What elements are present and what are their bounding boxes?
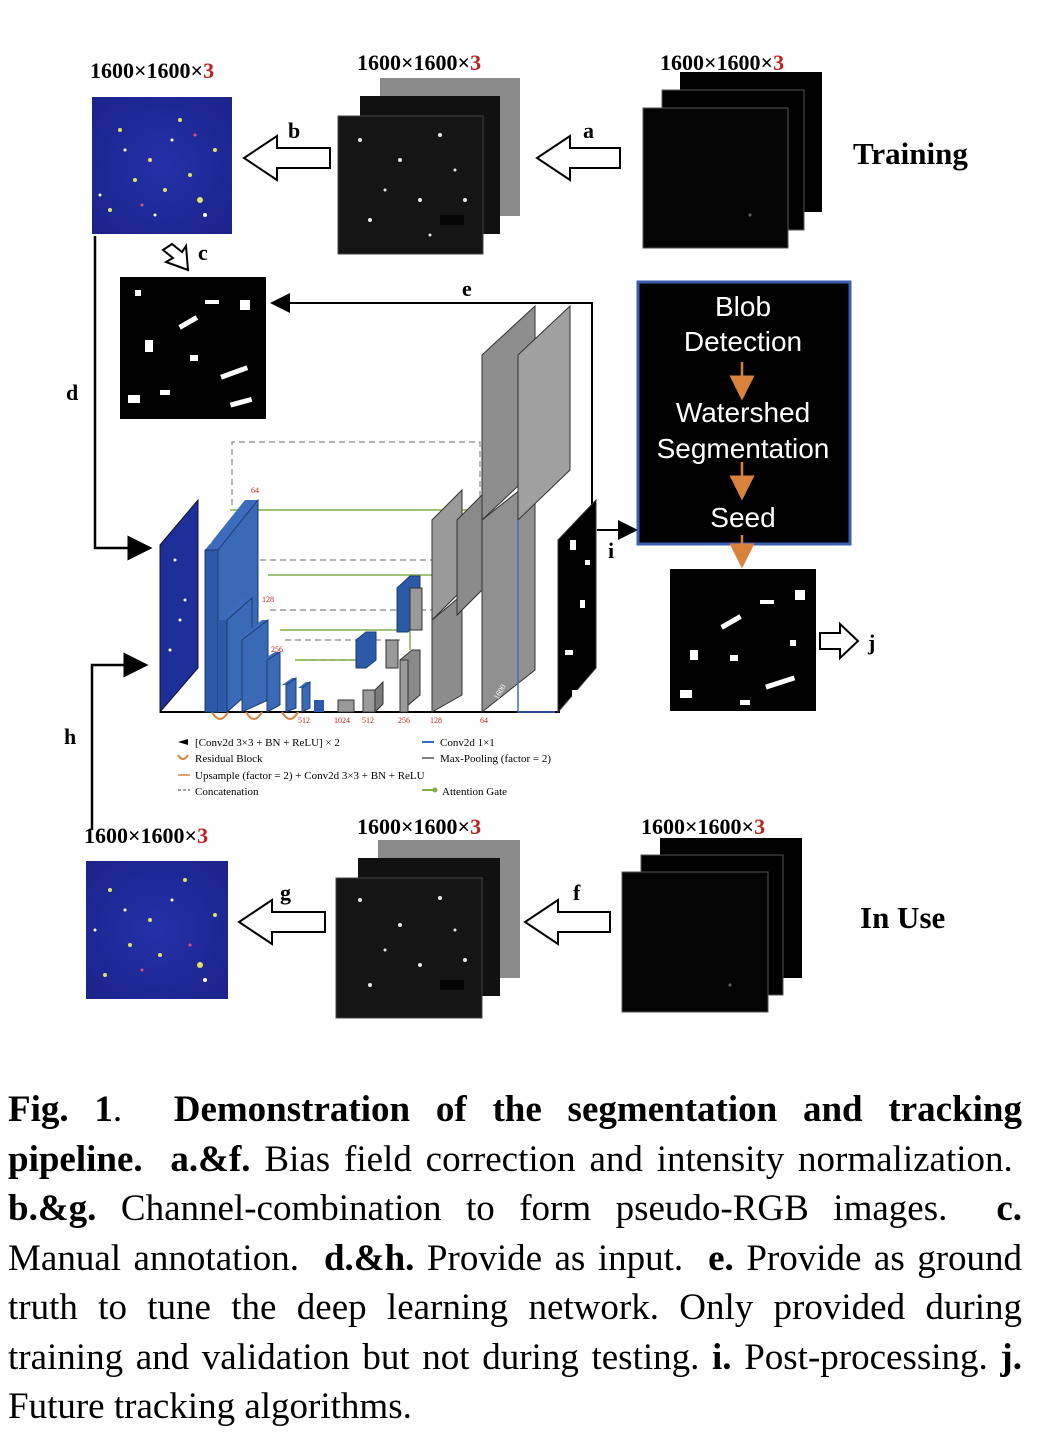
postproc-watershed: Watershed [675,397,811,428]
letter-g: g [280,880,291,905]
postproc-seed: Seed [710,502,776,533]
legend-conv1: Conv2d 1×1 [440,737,495,749]
dim-training-normalized: 1600×1600×3 [357,50,482,75]
postproc-segmentation: Segmentation [656,433,830,464]
postproc-detection: Detection [683,326,803,357]
caption-dh-text: Provide as input. [426,1237,684,1279]
caption-i-label: i. [712,1336,732,1378]
legend-residual: Residual Block [195,753,263,765]
letter-b: b [288,118,301,143]
dim-inuse-normalized: 1600×1600×3 [357,814,482,839]
unet-labels: 64 128 256 512 1024 512 256 128 64 [251,486,488,725]
unet-b512: 512 [362,716,374,725]
caption-c-label: c. [996,1188,1022,1229]
caption-dh-label: d.&h. [323,1237,415,1279]
training-normalized-stack [337,78,520,255]
dim-inuse-rgb: 1600×1600×3 [84,823,209,848]
arrow-h-line [90,652,149,830]
unet-legend: [Conv2d 3×3 + BN + ReLU] × 2 Residual Bl… [177,737,551,798]
unet-n512a: 512 [298,716,310,725]
unet-architecture [159,304,597,720]
caption-bg-text: Channel-combination to form pseudo-RGB i… [120,1188,948,1229]
caption-c-text: Manual annotation. [8,1237,299,1279]
postprocessing-box [636,280,852,569]
letter-i: i [608,538,615,563]
arrow-b-hollow [242,134,331,182]
pipeline-figure: 64 128 256 512 1024 512 256 128 64 1600 … [64,50,968,1019]
legend-concat: Concatenation [195,786,259,798]
unet-b256: 256 [398,716,410,725]
arrow-c-hollow [161,242,190,272]
inuse-raw-stack [621,838,802,1013]
letter-e: e [462,276,472,301]
label-in-use: In Use [860,900,946,935]
arrow-e-line [270,293,593,515]
legend-maxpool: Max-Pooling (factor = 2) [440,753,551,765]
unet-b64: 64 [480,716,488,725]
arrow-g-hollow [237,898,326,946]
arrow-d-line [93,236,153,561]
letter-j: j [868,630,876,655]
dim-inuse-raw: 1600×1600×3 [641,814,766,839]
caption-fig-label: Fig. 1 [8,1089,113,1130]
unet-n128: 128 [262,595,274,604]
unet-n256: 256 [271,645,283,654]
unet-b128: 128 [430,716,442,725]
dim-training-raw: 1600×1600×3 [660,50,785,75]
training-rgb-image [92,97,232,234]
caption-e-text: Provide as ground truth to tune the deep… [8,1237,1023,1378]
caption-title: Demonstration of the segmentation and tr… [8,1089,1022,1180]
inuse-rgb-image [86,861,228,999]
label-training: Training [853,136,968,171]
unet-n64: 64 [251,486,259,495]
unet-b1024: 1024 [334,716,350,725]
caption-i-text: Post-processing. [744,1336,988,1378]
segmentation-result-image [670,569,816,711]
letter-d: d [66,380,79,405]
pipeline-diagram: 64 128 256 512 1024 512 256 128 64 1600 … [86,72,860,1019]
letter-a: a [583,118,594,143]
caption-af-label: a.&f. [170,1138,251,1180]
caption-j-text: Future tracking algorithms. [8,1386,412,1427]
caption-e-label: e. [708,1237,734,1279]
letter-f: f [573,880,581,905]
training-raw-stack [642,72,822,249]
arrow-j-hollow [819,621,860,661]
figure-caption: Fig. 1. Demonstration of the segmentatio… [8,1089,1023,1427]
caption-af-text: Bias field correction and intensity norm… [264,1138,1013,1180]
inuse-normalized-stack [335,840,520,1019]
legend-attention: Attention Gate [442,786,507,798]
caption-bg-label: b.&g. [8,1188,97,1229]
annotation-mask-image [120,277,266,419]
caption-j-label: j. [1000,1336,1022,1378]
legend-conv: [Conv2d 3×3 + BN + ReLU] × 2 [195,737,340,749]
dim-training-rgb: 1600×1600×3 [90,58,215,83]
legend-upsample: Upsample (factor = 2) + Conv2d 3×3 + BN … [195,770,425,782]
arrow-f-hollow [523,898,611,946]
postproc-blob: Blob [714,291,772,322]
letter-c: c [198,240,208,265]
arrow-a-hollow [535,134,621,182]
letter-h: h [64,724,77,749]
